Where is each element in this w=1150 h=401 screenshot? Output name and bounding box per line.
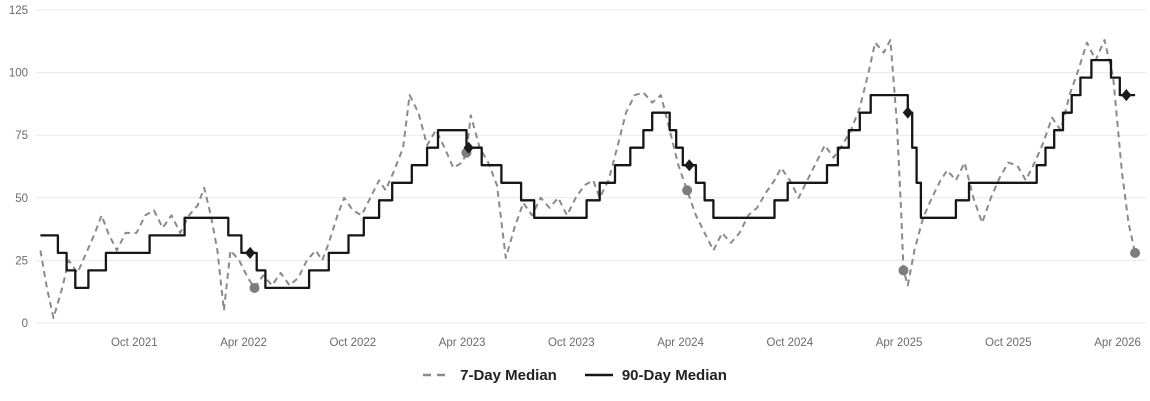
y-axis-tick-label: 100 bbox=[9, 68, 28, 80]
chart-legend: 7-Day Median 90-Day Median bbox=[0, 359, 1150, 391]
y-axis-tick-label: 50 bbox=[15, 193, 28, 205]
series-line-7-day-median bbox=[39, 39, 1137, 319]
x-axis-tick-label: Oct 2021 bbox=[111, 337, 158, 349]
marker-diamond-90-day-median bbox=[902, 106, 913, 119]
marker-diamond-90-day-median bbox=[1121, 89, 1132, 102]
marker-circle-7-day-median bbox=[1130, 247, 1141, 258]
marker-circle-7-day-median bbox=[682, 185, 693, 196]
x-axis-tick-label: Apr 2022 bbox=[220, 337, 267, 349]
marker-diamond-90-day-median bbox=[463, 141, 474, 154]
x-axis-tick-label: Oct 2022 bbox=[329, 337, 376, 349]
series-line-90-day-median bbox=[40, 58, 1136, 290]
x-axis-tick-label: Apr 2024 bbox=[657, 337, 704, 349]
marker-diamond-90-day-median bbox=[245, 246, 256, 259]
marker-circle-7-day-median bbox=[898, 265, 909, 276]
chart-plot: 0 25 50 75 100 125 Oct 2021 Apr 2022 Oct 2022 Apr… bbox=[9, 5, 1146, 349]
x-axis-tick-label: Oct 2024 bbox=[767, 337, 814, 349]
legend-item-90-day-median[interactable]: 90-Day Median bbox=[584, 366, 727, 384]
solid-line-swatch bbox=[584, 373, 613, 377]
x-axis-tick-label: Apr 2023 bbox=[439, 337, 486, 349]
marker-circle-7-day-median bbox=[249, 282, 260, 293]
legend-label-7-day-median: 7-Day Median bbox=[460, 366, 557, 384]
x-axis-tick-label: Oct 2023 bbox=[548, 337, 595, 349]
y-axis-tick-label: 25 bbox=[15, 255, 28, 267]
y-axis-tick-label: 0 bbox=[22, 318, 28, 330]
x-axis-tick-label: Apr 2026 bbox=[1094, 337, 1141, 349]
legend-item-7-day-median[interactable]: 7-Day Median bbox=[423, 367, 557, 384]
marker-diamond-90-day-median bbox=[684, 159, 695, 172]
y-axis-tick-label: 75 bbox=[15, 130, 28, 142]
x-axis-tick-label: Oct 2025 bbox=[985, 337, 1032, 349]
x-axis-tick-label: Apr 2025 bbox=[876, 337, 923, 349]
dashed-line-swatch bbox=[423, 373, 452, 377]
y-axis-tick-label: 125 bbox=[9, 5, 28, 17]
legend-label-90-day-median: 90-Day Median bbox=[621, 366, 727, 384]
